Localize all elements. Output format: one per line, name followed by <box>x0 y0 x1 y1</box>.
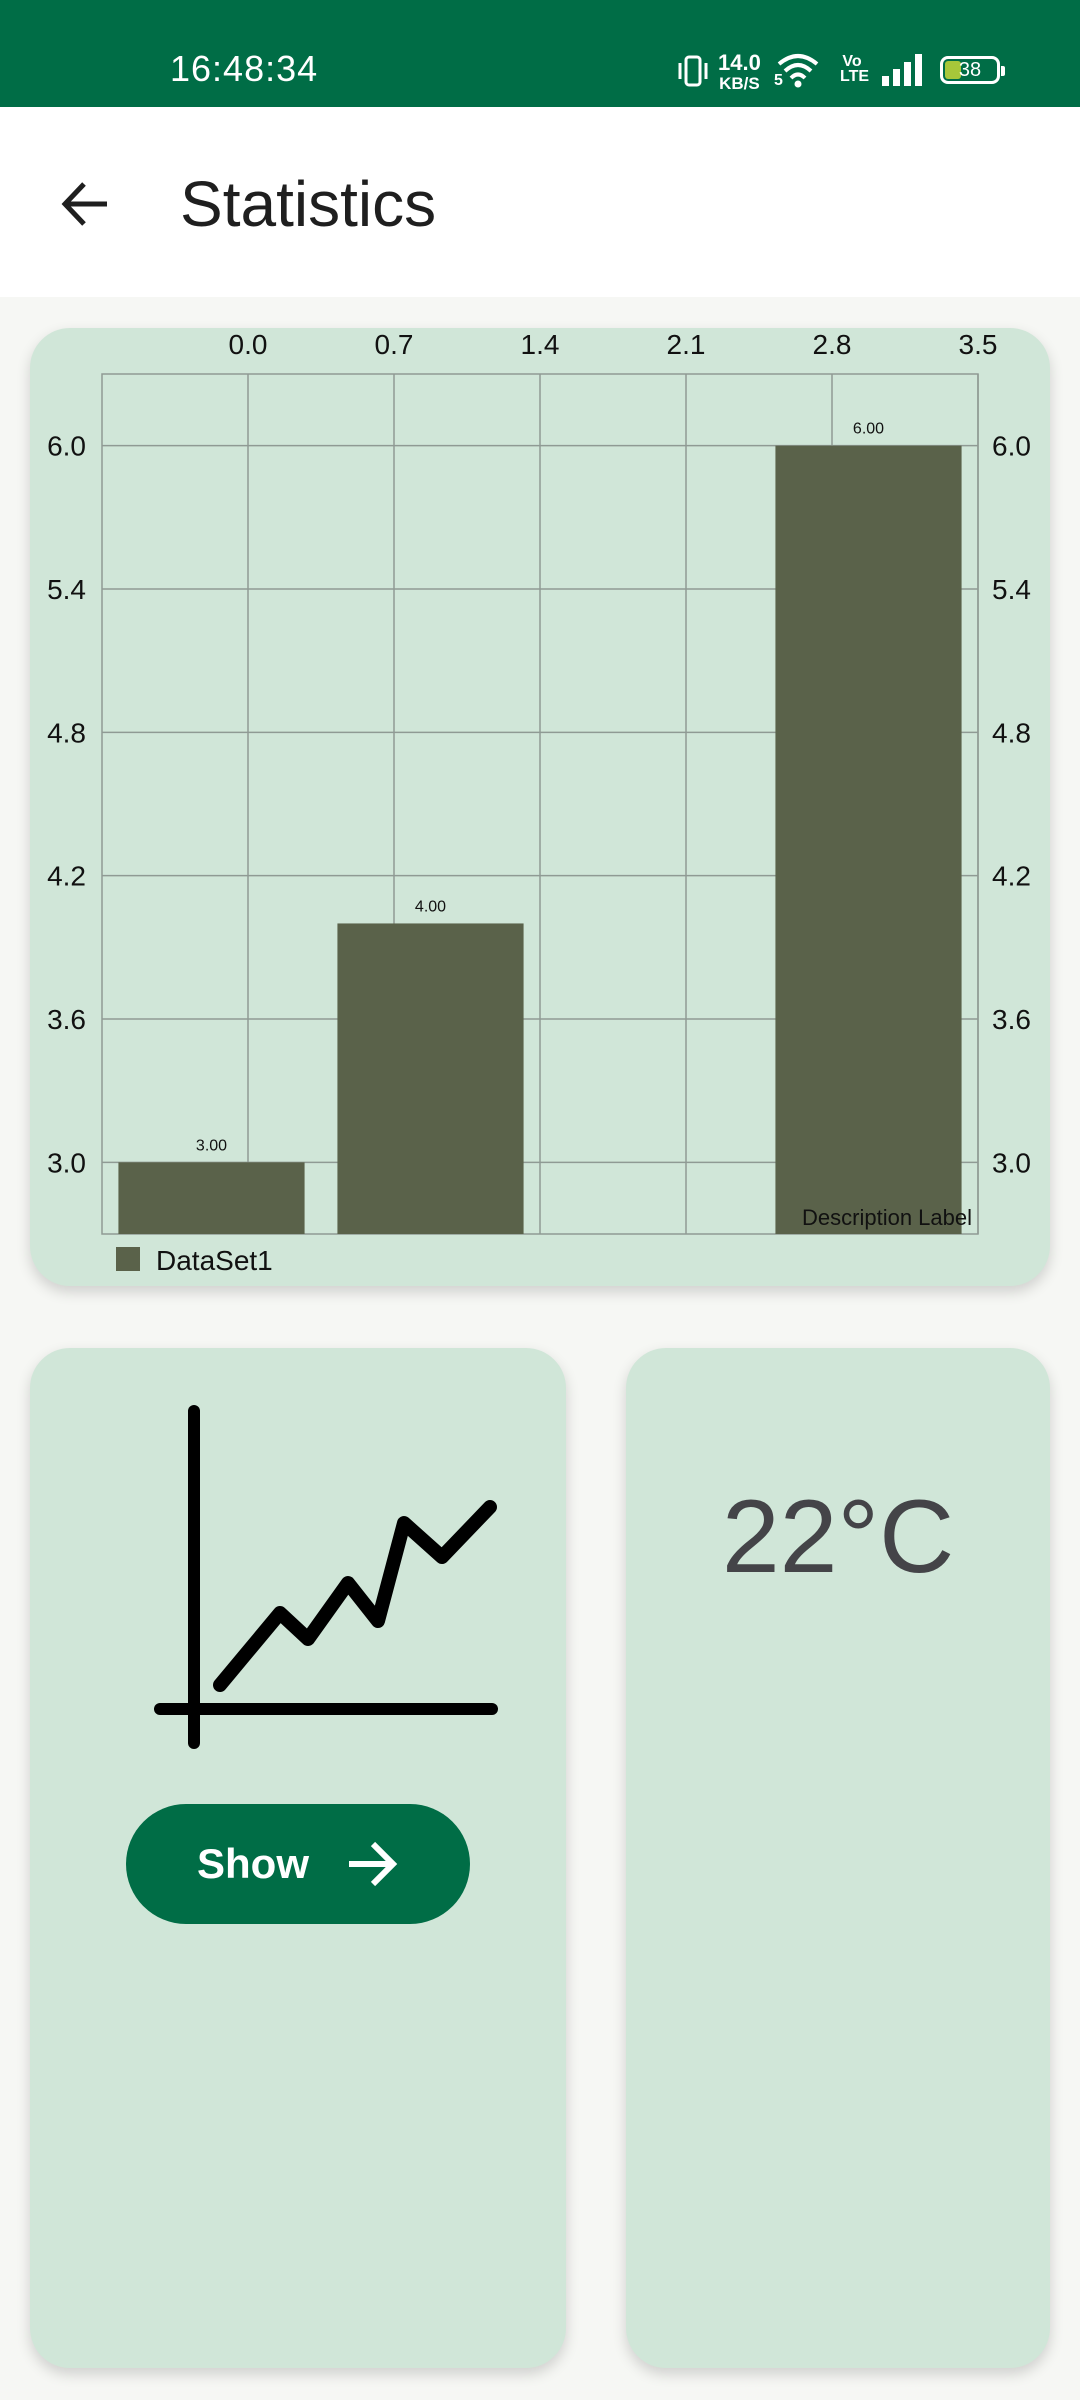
y-tick-label-right: 6.0 <box>992 431 1031 462</box>
y-tick-label-left: 3.6 <box>47 1004 86 1035</box>
y-tick-label-left: 6.0 <box>47 431 86 462</box>
back-button[interactable] <box>40 159 130 249</box>
bar-chart[interactable]: 0.0 0.7 1.4 2.1 2.8 3.5 3.0 3.0 3.6 3.6 4.2 4.2 4.8 4… <box>30 328 1050 1286</box>
y-tick-label-right: 3.0 <box>992 1147 1031 1178</box>
arrow-left-icon <box>61 182 107 226</box>
page-title: Statistics <box>180 168 437 240</box>
bar-value-label: 3.00 <box>196 1137 227 1154</box>
legend-label: DataSet1 <box>156 1245 273 1276</box>
vibrate-icon <box>678 55 708 87</box>
app-bar: Statistics <box>0 107 1080 297</box>
temperature-card: 22°C <box>626 1348 1050 2368</box>
y-tick-label-right: 3.6 <box>992 1004 1031 1035</box>
show-button-label: Show <box>197 1840 309 1887</box>
y-tick-label-right: 5.4 <box>992 574 1031 605</box>
x-tick-label: 0.7 <box>375 329 414 360</box>
x-tick-label: 0.0 <box>229 329 268 360</box>
bar-chart-card: 0.0 0.7 1.4 2.1 2.8 3.5 3.0 3.0 3.6 3.6 4.2 4.2 4.8 4… <box>30 328 1050 1286</box>
x-tick-label: 3.5 <box>959 329 998 360</box>
arrow-right-icon <box>349 1841 398 1887</box>
show-button[interactable]: Show <box>126 1804 470 1924</box>
network-speed-unit: KB/S <box>719 74 760 93</box>
temperature-value: 22°C <box>721 1479 955 1595</box>
network-speed: 14.0 KB/S <box>718 52 761 94</box>
bar <box>118 1162 305 1234</box>
status-time: 16:48:34 <box>170 48 319 89</box>
bar-value-label: 4.00 <box>415 898 446 915</box>
wifi-icon <box>777 54 819 88</box>
x-tick-label: 2.8 <box>813 329 852 360</box>
bar <box>337 923 524 1234</box>
y-tick-label-left: 4.8 <box>47 717 86 748</box>
y-tick-label-left: 3.0 <box>47 1147 86 1178</box>
y-tick-label-right: 4.2 <box>992 861 1031 892</box>
y-tick-label-right: 4.8 <box>992 717 1031 748</box>
battery-icon: 38 <box>940 56 1005 84</box>
volte-icon: Vo LTE <box>840 53 870 85</box>
network-speed-value: 14.0 <box>718 50 761 75</box>
signal-icon <box>882 54 922 86</box>
status-bar: 16:48:34 14.0 KB/S 5 Vo LTE 38 <box>0 0 1080 107</box>
legend-swatch <box>116 1247 140 1271</box>
x-tick-label: 1.4 <box>521 329 560 360</box>
battery-level: 38 <box>958 59 982 81</box>
wifi-badge: 5 <box>774 72 783 89</box>
line-chart-icon <box>154 1405 498 1749</box>
trend-card: Show <box>30 1348 566 2368</box>
x-tick-label: 2.1 <box>667 329 706 360</box>
y-tick-label-left: 5.4 <box>47 574 86 605</box>
y-tick-label-left: 4.2 <box>47 861 86 892</box>
bar <box>775 445 962 1235</box>
bar-value-label: 6.00 <box>853 421 884 438</box>
chart-description: Description Label <box>802 1205 972 1230</box>
